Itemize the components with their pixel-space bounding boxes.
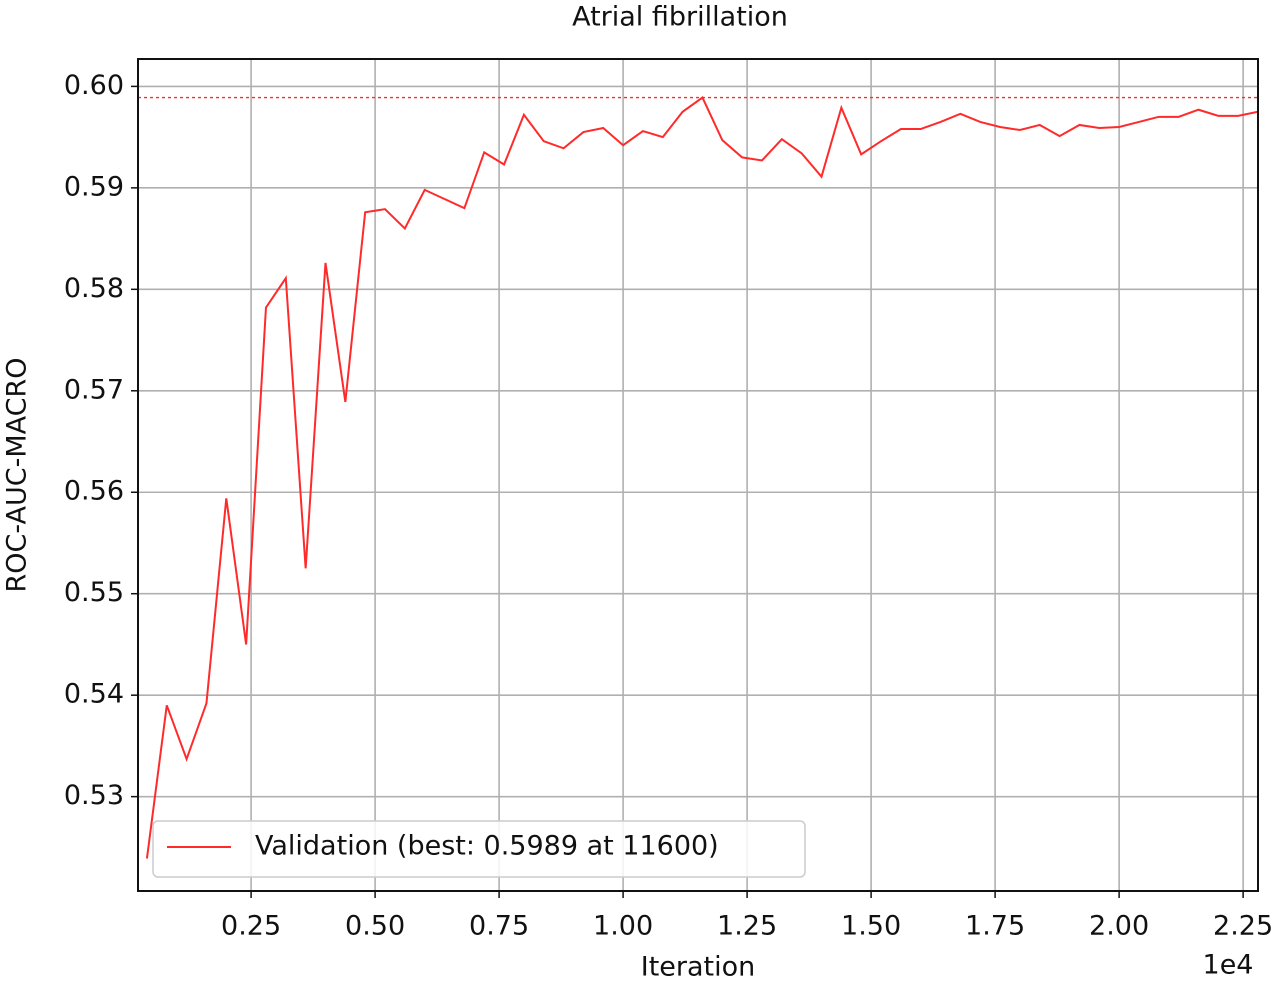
chart-title: Atrial fibrillation xyxy=(572,2,788,33)
y-axis-label: ROC-AUC-MACRO xyxy=(2,358,33,593)
x-tick-label: 0.25 xyxy=(221,911,281,942)
y-tick-label: 0.60 xyxy=(64,70,124,101)
y-tick-label: 0.56 xyxy=(64,476,124,507)
data-line xyxy=(145,96,1258,859)
y-tick-label: 0.57 xyxy=(64,374,124,405)
x-tick-label: 1.75 xyxy=(965,911,1025,942)
y-tick-label: 0.55 xyxy=(64,577,124,608)
plot-frame xyxy=(137,58,1259,892)
y-tick-label: 0.59 xyxy=(64,171,124,202)
y-tick-label: 0.53 xyxy=(64,780,124,811)
y-tick-label: 0.58 xyxy=(64,273,124,304)
legend-box xyxy=(152,820,806,878)
x-tick-label: 0.50 xyxy=(345,911,405,942)
x-tick-label: 1.00 xyxy=(593,911,653,942)
x-tick-label: 0.75 xyxy=(469,911,529,942)
x-axis-label: Iteration xyxy=(641,952,756,983)
x-offset-label: 1e4 xyxy=(1203,950,1254,981)
x-tick-label: 2.00 xyxy=(1089,911,1149,942)
x-tick-label: 1.25 xyxy=(717,911,777,942)
legend-label: Validation (best: 0.5989 at 11600) xyxy=(255,831,719,862)
x-tick-label: 1.50 xyxy=(841,911,901,942)
x-tick-label: 2.25 xyxy=(1213,911,1273,942)
y-tick-label: 0.54 xyxy=(64,679,124,710)
